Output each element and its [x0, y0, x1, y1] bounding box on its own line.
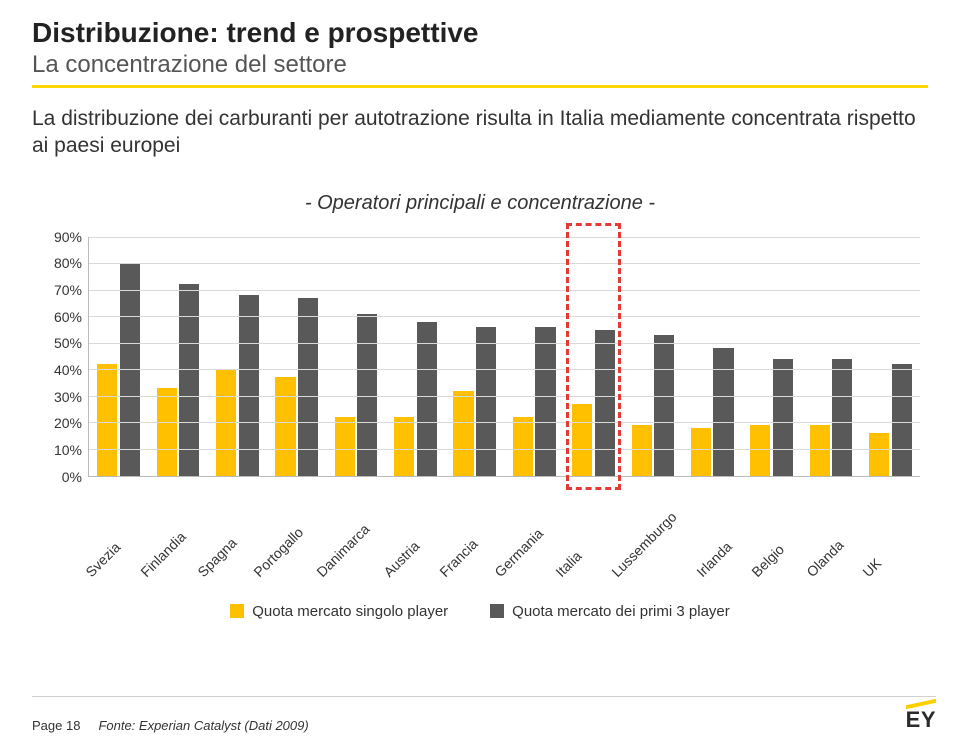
- gridline: [89, 449, 920, 450]
- gridline: [89, 237, 920, 238]
- bar-group: [801, 237, 860, 476]
- y-axis: 0%10%20%30%40%50%60%70%80%90%: [40, 237, 88, 477]
- page-number: Page 18: [32, 718, 80, 733]
- y-tick-label: 80%: [54, 255, 82, 271]
- bar-top3-players: [773, 359, 793, 476]
- chart-caption: - Operatori principali e concentrazione …: [32, 192, 928, 215]
- plot-area: [88, 237, 920, 477]
- bar-top3-players: [476, 327, 496, 476]
- bar-group: [208, 237, 267, 476]
- bar-top3-players: [179, 284, 199, 475]
- bar-single-player: [572, 404, 592, 476]
- bar-single-player: [335, 417, 355, 475]
- bar-single-player: [394, 417, 414, 475]
- gridline: [89, 369, 920, 370]
- bar-top3-players: [357, 314, 377, 476]
- gridline: [89, 396, 920, 397]
- gridline: [89, 343, 920, 344]
- bar-single-player: [632, 425, 652, 475]
- chart-legend: Quota mercato singolo player Quota merca…: [32, 603, 928, 620]
- x-tick-label: Irlanda: [699, 563, 754, 579]
- gridline: [89, 290, 920, 291]
- bar-single-player: [691, 428, 711, 476]
- gridline: [89, 422, 920, 423]
- x-tick-label: Francia: [442, 563, 497, 579]
- x-tick-label: Germania: [497, 563, 558, 579]
- bar-top3-players: [535, 327, 555, 476]
- bar-group: [564, 237, 623, 476]
- bar-top3-players: [892, 364, 912, 476]
- legend-label: Quota mercato dei primi 3 player: [512, 603, 730, 620]
- bar-group: [683, 237, 742, 476]
- y-tick-label: 20%: [54, 415, 82, 431]
- y-tick-label: 90%: [54, 229, 82, 245]
- y-tick-label: 30%: [54, 389, 82, 405]
- bar-top3-players: [595, 330, 615, 476]
- bar-group: [326, 237, 385, 476]
- bar-group: [623, 237, 682, 476]
- accent-divider: [32, 85, 928, 88]
- x-tick-label: Svezia: [88, 563, 143, 579]
- x-tick-label: Danimarca: [319, 563, 387, 579]
- y-tick-label: 60%: [54, 309, 82, 325]
- legend-item-0: Quota mercato singolo player: [230, 603, 448, 620]
- bar-single-player: [513, 417, 533, 475]
- bar-groups: [89, 237, 920, 476]
- y-tick-label: 50%: [54, 335, 82, 351]
- x-tick-label: Spagna: [200, 563, 255, 579]
- bar-group: [445, 237, 504, 476]
- x-tick-label: UK: [865, 563, 920, 579]
- body-text: La distribuzione dei carburanti per auto…: [32, 106, 928, 160]
- footer-divider: [32, 696, 936, 697]
- y-tick-label: 0%: [62, 469, 82, 485]
- x-tick-label: Olanda: [809, 563, 864, 579]
- y-tick-label: 10%: [54, 442, 82, 458]
- slide-page: Distribuzione: trend e prospettive La co…: [0, 0, 960, 745]
- bar-top3-players: [417, 322, 437, 476]
- legend-label: Quota mercato singolo player: [252, 603, 448, 620]
- gridline: [89, 263, 920, 264]
- x-tick-label: Austria: [386, 563, 441, 579]
- bar-group: [505, 237, 564, 476]
- legend-swatch-icon: [230, 604, 244, 618]
- bar-group: [861, 237, 920, 476]
- x-tick-label: Belgio: [754, 563, 809, 579]
- footer: Page 18 Fonte: Experian Catalyst (Dati 2…: [32, 707, 936, 733]
- bar-single-player: [750, 425, 770, 475]
- concentration-chart: 0%10%20%30%40%50%60%70%80%90% SveziaFinl…: [40, 237, 920, 507]
- x-axis-labels: SveziaFinlandiaSpagnaPortogalloDanimarca…: [88, 563, 920, 579]
- page-subtitle: La concentrazione del settore: [32, 51, 928, 79]
- bar-group: [386, 237, 445, 476]
- bar-group: [148, 237, 207, 476]
- bar-group: [89, 237, 148, 476]
- bar-group: [267, 237, 326, 476]
- legend-swatch-icon: [490, 604, 504, 618]
- page-title: Distribuzione: trend e prospettive: [32, 18, 928, 49]
- bar-single-player: [157, 388, 177, 476]
- bar-group: [742, 237, 801, 476]
- x-tick-label: Lussemburgo: [614, 563, 699, 579]
- bar-top3-players: [713, 348, 733, 475]
- bar-single-player: [869, 433, 889, 475]
- source-text: Fonte: Experian Catalyst (Dati 2009): [98, 718, 308, 733]
- y-tick-label: 70%: [54, 282, 82, 298]
- x-tick-label: Italia: [558, 563, 613, 579]
- bar-single-player: [275, 377, 295, 475]
- bar-single-player: [810, 425, 830, 475]
- bar-single-player: [97, 364, 117, 476]
- bar-single-player: [453, 391, 473, 476]
- legend-item-1: Quota mercato dei primi 3 player: [490, 603, 730, 620]
- footer-left: Page 18 Fonte: Experian Catalyst (Dati 2…: [32, 718, 309, 733]
- gridline: [89, 316, 920, 317]
- ey-logo: EY: [906, 707, 936, 733]
- bar-top3-players: [654, 335, 674, 476]
- bar-top3-players: [832, 359, 852, 476]
- y-tick-label: 40%: [54, 362, 82, 378]
- x-tick-label: Portogallo: [256, 563, 319, 579]
- x-tick-label: Finlandia: [143, 563, 200, 579]
